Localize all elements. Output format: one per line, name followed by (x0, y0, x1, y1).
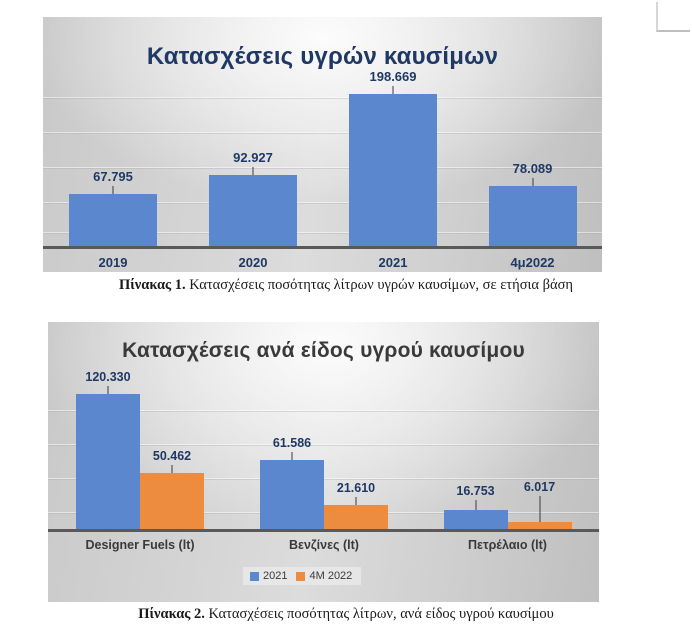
chart1-category-label-2019: 2019 (98, 255, 128, 270)
chart1-plot-area: 67.795 92.927 198.669 78.089 (43, 69, 602, 249)
chart1-value-label-2020: 92.927 (233, 150, 273, 165)
chart2-category-label-benzines: Βενζίνες (lt) (289, 538, 359, 552)
chart1-bar-group-4m2022[interactable]: 78.089 (463, 85, 602, 246)
chart2-bar-group-petrelaio[interactable]: 16.753 6.017 (416, 377, 599, 529)
chart1-value-label-4m2022: 78.089 (512, 161, 553, 176)
chart1-bar-4m2022[interactable]: 78.089 (488, 161, 577, 246)
page-margin-corner-icon (656, 2, 690, 32)
chart2-title: Κατασχέσεις ανά είδος υγρού καυσίμου (122, 339, 525, 362)
chart2-leader-benzines-4m2022 (355, 497, 357, 505)
chart2-bar-petrelaio-2021[interactable]: 16.753 (443, 484, 508, 529)
chart2-leader-benzines-2021 (291, 452, 293, 460)
chart2-legend-label-2021: 2021 (263, 570, 288, 582)
chart2-legend-swatch-4m2022 (296, 571, 306, 581)
chart2-plot-area: 120.330 50.462 61.586 21.610 16.753 (48, 370, 599, 532)
chart2-legend-swatch-2021 (250, 571, 259, 581)
chart1-bar-group-2019[interactable]: 67.795 (43, 85, 183, 246)
chart2-value-label-designer-fuels-4m2022: 50.462 (152, 449, 192, 463)
chart1-bar-group-2020[interactable]: 92.927 (183, 85, 323, 246)
chart1-leader-4m2022 (532, 178, 533, 186)
chart2-legend-item-4m2022[interactable]: 4M 2022 (296, 570, 352, 582)
chart1-category-label-2020: 2020 (238, 255, 268, 270)
caption-table-2: Πίνακας 2. Κατασχέσεις ποσότητας λίτρων,… (0, 606, 692, 623)
caption-table-2-text: Κατασχέσεις ποσότητας λίτρων, ανά είδος … (204, 606, 554, 622)
caption-table-1: Πίνακας 1. Κατασχέσεις ποσότητας λίτρων … (0, 277, 692, 294)
chart2-bar-group-benzines[interactable]: 61.586 21.610 (232, 377, 416, 529)
chart1-leader-2019 (112, 186, 114, 194)
chart2-value-label-petrelaio-2021: 16.753 (456, 484, 495, 498)
chart2-leader-designer-fuels-4m2022 (171, 465, 173, 473)
chart1-bar-group-2021[interactable]: 198.669 (323, 69, 463, 246)
chart1-value-label-2021: 198.669 (369, 69, 417, 84)
chart2-leader-designer-fuels-2021 (107, 386, 109, 394)
chart1-title: Κατασχέσεις υγρών καυσίμων (146, 43, 499, 70)
chart-seizures-by-fuel-type[interactable]: Κατασχέσεις ανά είδος υγρού καυσίμου 120… (48, 322, 599, 602)
chart1-leader-2020 (252, 167, 254, 175)
chart1-bar-2019[interactable]: 67.795 (69, 169, 157, 246)
chart2-bar-benzines-4m2022[interactable]: 21.610 (324, 481, 388, 529)
chart2-value-label-benzines-2021: 61.586 (272, 436, 312, 450)
chart2-axis-line (48, 529, 599, 532)
chart2-bar-designer-fuels-4m2022[interactable]: 50.462 (140, 449, 204, 529)
chart2-bar-group-designer-fuels[interactable]: 120.330 50.462 (48, 370, 232, 529)
chart1-axis-line (43, 246, 602, 249)
chart2-bar-petrelaio-4m2022[interactable]: 6.017 (507, 480, 572, 529)
chart2-leader-petrelaio-2021 (475, 500, 476, 510)
chart1-category-label-2021: 2021 (378, 255, 408, 270)
chart2-value-label-benzines-4m2022: 21.610 (336, 481, 376, 495)
caption-table-1-text: Κατασχέσεις ποσότητας λίτρων υγρών καυσί… (185, 277, 574, 293)
chart1-value-label-2019: 67.795 (93, 169, 133, 184)
chart-annual-seizures[interactable]: Κατασχέσεις υγρών καυσίμων 67.795 92.927… (43, 17, 602, 272)
chart2-category-label-designer-fuels: Designer Fuels (lt) (85, 538, 195, 552)
chart2-legend[interactable]: 2021 4M 2022 (243, 567, 362, 585)
chart2-category-label-petrelaio: Πετρέλαιο (lt) (468, 538, 547, 552)
chart1-bar-2021[interactable]: 198.669 (349, 69, 437, 246)
chart2-legend-item-2021[interactable]: 2021 (250, 570, 287, 582)
chart1-bar-2020[interactable]: 92.927 (209, 150, 297, 246)
chart2-value-label-designer-fuels-2021: 120.330 (85, 370, 131, 384)
chart1-category-label-4m2022: 4μ2022 (510, 255, 555, 270)
chart2-legend-label-4m2022: 4M 2022 (309, 570, 353, 582)
chart2-bar-benzines-2021[interactable]: 61.586 (260, 436, 324, 529)
chart2-bar-designer-fuels-2021[interactable]: 120.330 (76, 370, 140, 529)
chart1-leader-2021 (392, 86, 394, 94)
caption-table-2-prefix: Πίνακας 2. (138, 606, 205, 622)
chart2-value-label-petrelaio-4m2022: 6.017 (523, 480, 556, 494)
chart2-leader-petrelaio-4m2022 (539, 496, 540, 522)
caption-table-1-prefix: Πίνακας 1. (118, 277, 186, 293)
